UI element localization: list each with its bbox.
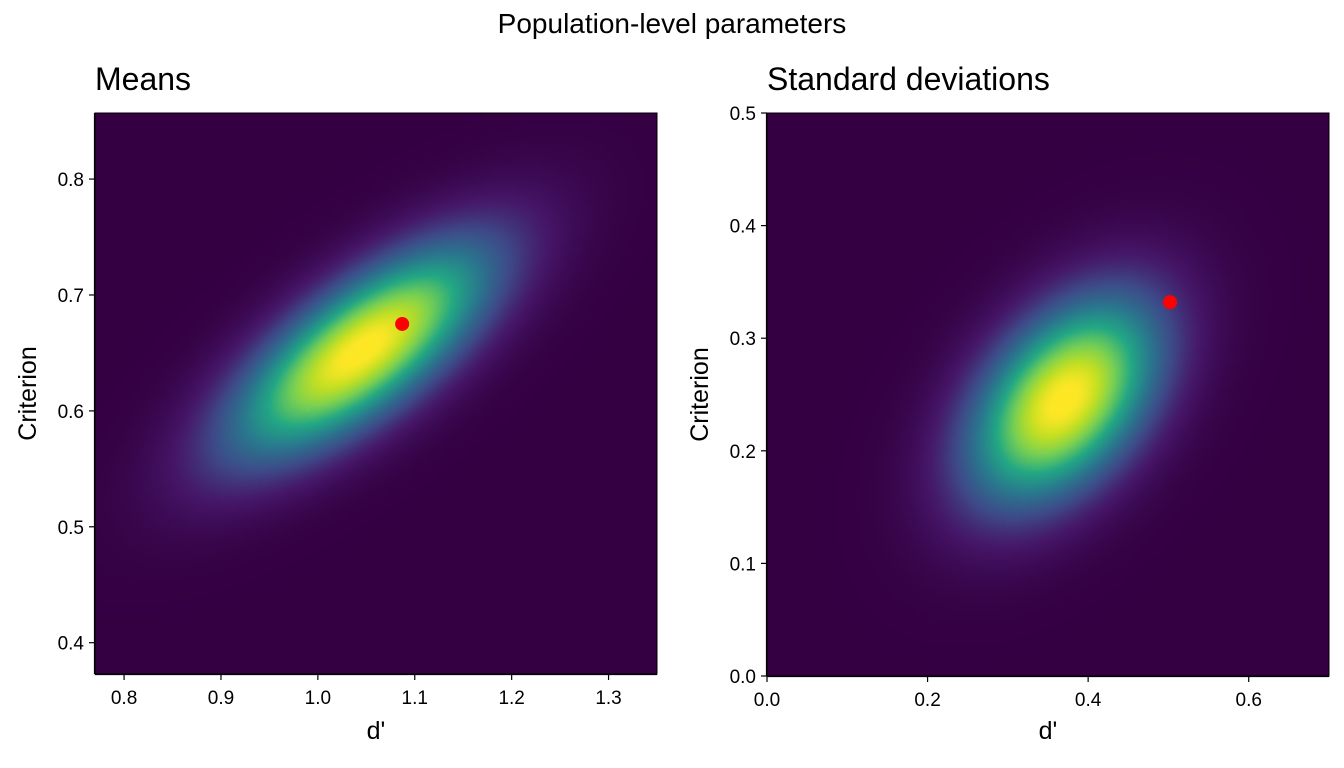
y-tick-label: 0.6 xyxy=(58,402,84,423)
x-tick-label: 1.1 xyxy=(402,688,428,709)
x-tick-label: 1.2 xyxy=(498,688,524,709)
y-axis-title: Criterion xyxy=(686,347,714,441)
panel-title: Means xyxy=(95,61,191,97)
panel-title: Standard deviations xyxy=(767,61,1050,97)
true-value-point xyxy=(395,316,410,331)
y-tick-label: 0.1 xyxy=(730,554,756,575)
x-tick-label: 0.6 xyxy=(1236,690,1262,711)
figure-title: Population-level parameters xyxy=(498,8,847,39)
y-tick-label: 0.7 xyxy=(58,286,84,307)
y-tick-label: 0.4 xyxy=(730,217,757,238)
y-tick-label: 0.5 xyxy=(730,104,756,125)
x-tick-label: 1.0 xyxy=(305,688,331,709)
x-axis-title: d' xyxy=(367,717,386,745)
y-tick-label: 0.4 xyxy=(58,634,85,655)
x-tick-label: 0.9 xyxy=(208,688,234,709)
y-tick-label: 0.2 xyxy=(730,442,756,463)
x-tick-label: 0.0 xyxy=(754,690,780,711)
x-axis-title: d' xyxy=(1039,717,1058,745)
x-tick-label: 0.2 xyxy=(914,690,940,711)
x-tick-label: 0.8 xyxy=(111,688,137,709)
x-tick-label: 0.4 xyxy=(1075,690,1102,711)
density-heatmap xyxy=(95,113,657,674)
panel-standard-deviations: 0.0 0.2 0.4 0.6 0.0 0.1 0.2 0.3 0.4 0.5 d' Criterio… xyxy=(686,61,1330,745)
panels: 0.8 0.9 1.0 1.1 1.2 1.3 0.4 0.5 0.6 0.7 0.8 d' Crite… xyxy=(14,61,1330,745)
y-axis-title: Criterion xyxy=(14,346,42,440)
y-tick-label: 0.8 xyxy=(58,170,84,191)
panel-means: 0.8 0.9 1.0 1.1 1.2 1.3 0.4 0.5 0.6 0.7 0.8 d' Crite… xyxy=(14,61,658,745)
y-tick-label: 0.5 xyxy=(58,518,84,539)
true-value-point xyxy=(1163,295,1178,310)
y-tick-label: 0.3 xyxy=(730,329,756,350)
density-heatmap xyxy=(767,113,1329,676)
x-tick-label: 1.3 xyxy=(595,688,621,709)
y-tick-label: 0.0 xyxy=(730,667,756,688)
